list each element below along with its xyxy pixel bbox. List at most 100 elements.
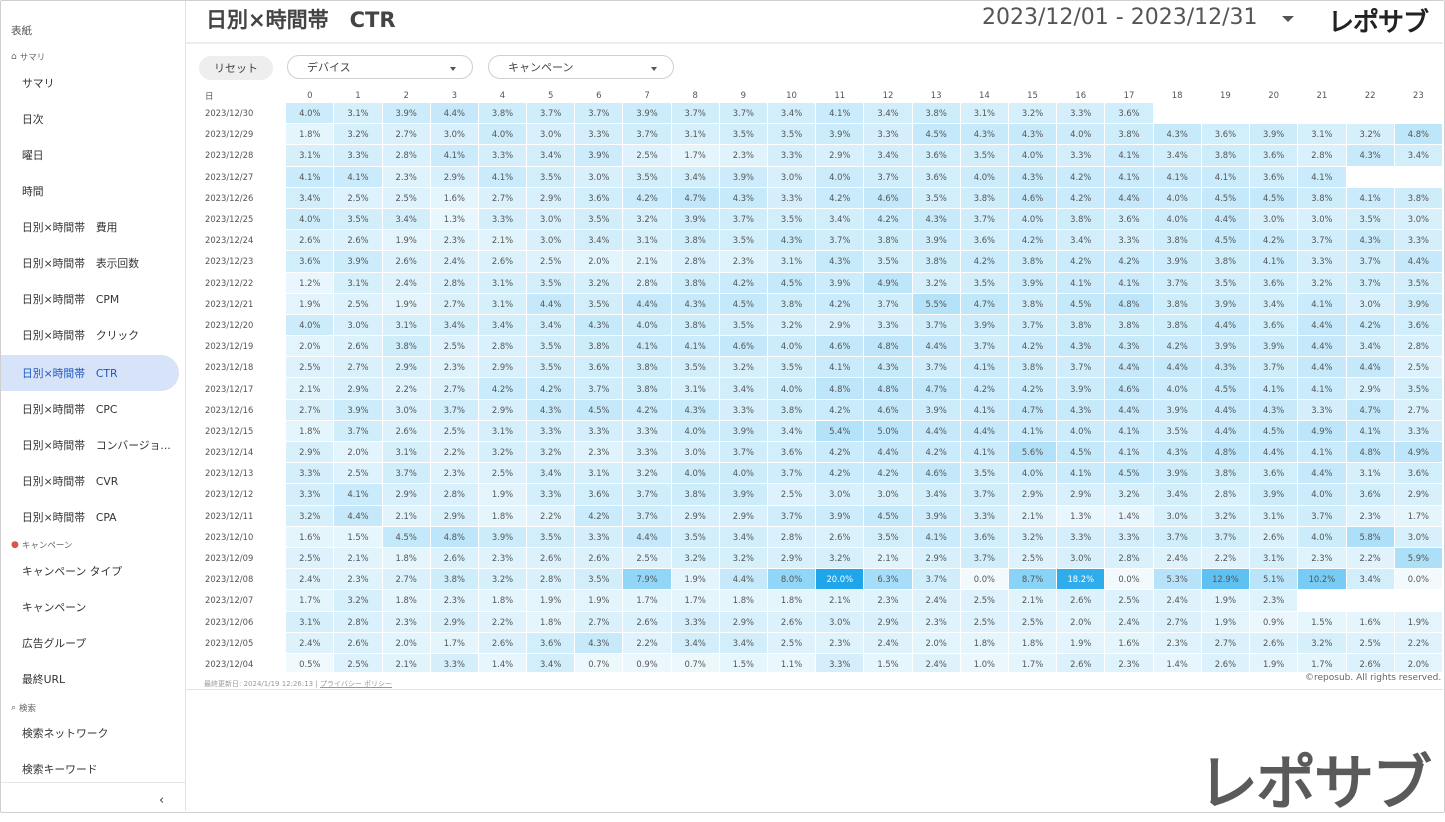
ctr-cell: 3.1%: [334, 103, 382, 125]
hour-column-header[interactable]: 18: [1171, 90, 1183, 101]
hour-column-header[interactable]: 13: [930, 90, 942, 101]
ctr-cell: 4.5%: [1201, 230, 1250, 252]
date-column-header[interactable]: 日: [205, 91, 214, 102]
ctr-cell: 4.8%: [1394, 124, 1442, 146]
hour-column-header[interactable]: 10: [786, 90, 797, 101]
ctr-cell: 2.5%: [1394, 357, 1442, 379]
hour-column-header[interactable]: 1: [355, 90, 361, 101]
sidebar-item-cpc[interactable]: 日別×時間帯 CPC: [22, 403, 118, 416]
ctr-cell: 3.7%: [960, 484, 1008, 506]
ctr-cell: 4.4%: [719, 569, 767, 591]
ctr-cell: 4.1%: [671, 336, 719, 358]
sidebar-item-cpm[interactable]: 日別×時間帯 CPM: [22, 293, 120, 306]
hour-column-header[interactable]: 21: [1316, 90, 1328, 101]
hour-column-header[interactable]: 5: [547, 90, 554, 101]
ctr-cell: 4.0%: [1057, 124, 1105, 146]
date-cell: 2023/12/25: [200, 208, 286, 231]
ctr-cell: 3.1%: [286, 611, 334, 633]
ctr-cell: 3.9%: [1250, 124, 1298, 146]
ctr-cell: 4.4%: [912, 336, 960, 358]
ctr-cell: 3.7%: [864, 293, 912, 315]
ctr-cell: 3.6%: [1250, 145, 1298, 167]
date-cell: 2023/12/11: [200, 505, 286, 527]
sidebar-item-cvr[interactable]: 日別×時間帯 CVR: [22, 475, 119, 488]
ctr-cell: 4.4%: [1105, 187, 1153, 209]
sidebar-item-cpa[interactable]: 日別×時間帯 CPA: [22, 511, 117, 524]
ctr-cell: 4.1%: [286, 166, 334, 188]
hour-column-header[interactable]: 12: [882, 90, 894, 101]
hour-column-header[interactable]: 19: [1219, 90, 1231, 101]
ctr-cell: 3.7%: [912, 314, 960, 337]
ctr-cell: 2.7%: [334, 357, 382, 379]
sidebar-item-hour[interactable]: 時間: [22, 185, 44, 198]
ctr-cell: 4.8%: [1201, 442, 1250, 464]
hour-column-header[interactable]: 14: [978, 90, 990, 101]
ctr-cell: 0.0%: [960, 569, 1008, 591]
hour-column-header[interactable]: 4: [499, 90, 506, 101]
hour-column-header[interactable]: 23: [1412, 90, 1424, 101]
privacy-policy-link[interactable]: プライバシー ポリシー: [319, 680, 393, 688]
ctr-cell: 2.9%: [334, 378, 382, 400]
hour-column-header[interactable]: 0: [307, 90, 313, 101]
ctr-cell: 3.2%: [1298, 632, 1346, 654]
sidebar-item-search-keyword[interactable]: 検索キーワード: [22, 763, 98, 776]
ctr-cell: 3.7%: [767, 463, 816, 485]
ctr-cell: 3.6%: [575, 357, 623, 379]
ctr-cell: 2.6%: [1201, 653, 1250, 672]
ctr-cell: 3.4%: [864, 103, 912, 125]
ctr-cell: 2.4%: [912, 653, 960, 672]
sidebar-item-search-network[interactable]: 検索ネットワーク: [22, 727, 109, 740]
hour-column-header[interactable]: 8: [692, 90, 698, 101]
sidebar-item-ad-group[interactable]: 広告グループ: [22, 637, 87, 650]
ctr-cell: 3.7%: [575, 103, 623, 125]
hour-column-header[interactable]: 9: [740, 90, 747, 101]
collapse-sidebar-button[interactable]: ‹: [159, 793, 165, 808]
hour-column-header[interactable]: 7: [644, 90, 650, 101]
ctr-cell: 4.5%: [719, 293, 767, 315]
sidebar-item-campaign[interactable]: キャンペーン: [22, 601, 87, 614]
sidebar-item-clicks[interactable]: 日別×時間帯 クリック: [22, 329, 140, 342]
sidebar-item-cover[interactable]: 表紙: [11, 25, 32, 37]
ctr-cell: 3.3%: [1394, 230, 1442, 252]
table-row: 2023/12/20 4.0% 3.0% 3.1% 3.4% 3.4% 3.4% 4.3% 4.…: [200, 314, 1442, 337]
sidebar-item-impressions[interactable]: 日別×時間帯 表示回数: [22, 257, 140, 270]
date-range-selector[interactable]: 2023/12/01 - 2023/12/31: [982, 5, 1258, 30]
sidebar-item-conversions[interactable]: 日別×時間帯 コンバージョ...: [22, 439, 171, 452]
hour-column-header[interactable]: 6: [596, 90, 602, 101]
ctr-cell: 4.3%: [1346, 230, 1394, 252]
chevron-down-icon[interactable]: [1282, 16, 1294, 22]
device-dropdown[interactable]: デバイス: [287, 55, 473, 79]
ctr-cell: 3.7%: [1346, 272, 1394, 294]
ctr-cell: 2.8%: [1201, 484, 1250, 506]
ctr-cell: 3.7%: [1250, 357, 1298, 379]
ctr-cell: 3.8%: [623, 378, 671, 400]
sidebar-item-summary[interactable]: サマリ: [22, 77, 55, 90]
hour-column-header[interactable]: 20: [1268, 90, 1280, 101]
sidebar-item-daily[interactable]: 日次: [22, 113, 44, 126]
hour-column-header[interactable]: 2: [403, 90, 409, 101]
hour-column-header[interactable]: 11: [834, 90, 846, 101]
ctr-cell: 3.7%: [527, 103, 575, 125]
ctr-cell: 4.2%: [816, 442, 864, 464]
ctr-cell: 3.1%: [623, 230, 671, 252]
sidebar-item-weekday[interactable]: 曜日: [22, 149, 44, 162]
hour-column-header[interactable]: 15: [1027, 90, 1038, 101]
hour-column-header[interactable]: 17: [1123, 90, 1135, 101]
hour-column-header[interactable]: 22: [1364, 90, 1376, 101]
heatmap-table-container[interactable]: 日 0 1 2 3 4 5 6 7 8 9 10 11 12 13 14 15 16 17 18 19 20 21 22 23 …: [199, 88, 1443, 672]
date-cell: 2023/12/09: [200, 547, 286, 570]
ctr-cell: 20.0%: [816, 569, 864, 591]
ctr-cell: 2.0%: [1394, 653, 1442, 672]
ctr-cell: 2.9%: [1008, 484, 1057, 506]
sidebar-item-campaign-type[interactable]: キャンペーン タイプ: [22, 565, 123, 578]
campaign-dropdown[interactable]: キャンペーン: [488, 55, 674, 79]
sidebar-item-final-url[interactable]: 最終URL: [22, 673, 66, 686]
brand-logo-large: レポサブ: [1198, 749, 1432, 819]
sidebar-item-ctr[interactable]: 日別×時間帯 CTR: [1, 355, 179, 391]
sidebar-item-cost[interactable]: 日別×時間帯 費用: [22, 221, 118, 234]
ctr-cell: 4.4%: [1105, 357, 1153, 379]
reset-button[interactable]: リセット: [199, 56, 273, 80]
hour-column-header[interactable]: 3: [451, 90, 458, 101]
hour-column-header[interactable]: 16: [1075, 90, 1087, 101]
ctr-cell: 3.9%: [912, 399, 960, 421]
